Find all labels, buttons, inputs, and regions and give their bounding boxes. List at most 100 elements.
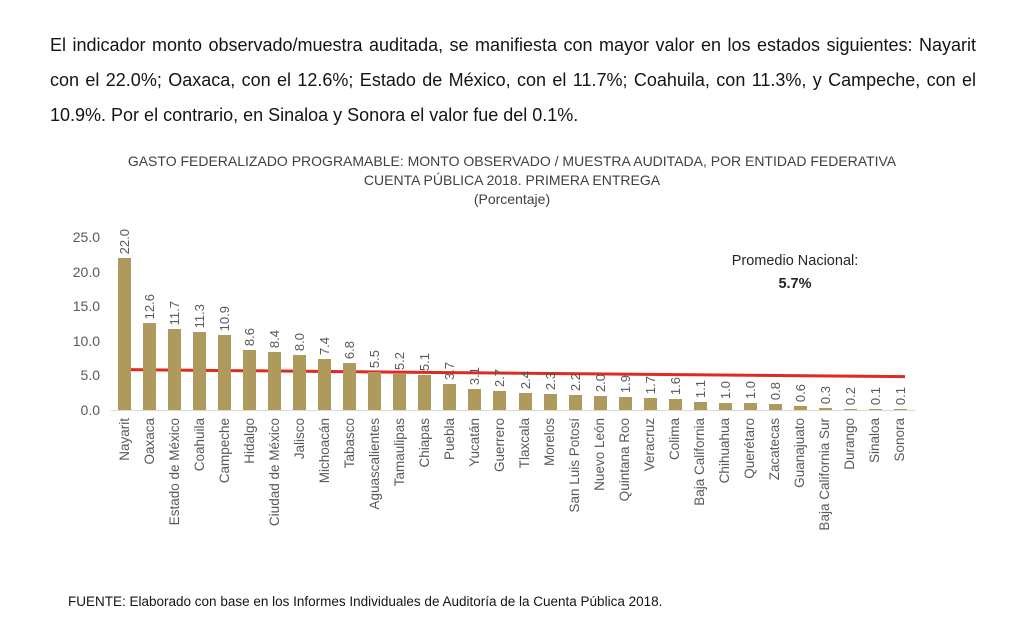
bar bbox=[668, 399, 682, 410]
bar bbox=[518, 393, 532, 410]
x-axis-label: Tabasco bbox=[341, 418, 357, 469]
bar-value-label: 12.6 bbox=[142, 293, 158, 319]
bar-value-label: 3.1 bbox=[467, 366, 483, 385]
intro-paragraph: El indicador monto observado/muestra aud… bbox=[50, 35, 976, 125]
bar-value-label: 10.9 bbox=[217, 305, 233, 331]
bar-value-label: 2.0 bbox=[592, 373, 608, 392]
x-axis-label: Hidalgo bbox=[241, 418, 257, 464]
chart-title-block: GASTO FEDERALIZADO PROGRAMABLE: MONTO OB… bbox=[0, 152, 1024, 209]
y-tick-label: 25.0 bbox=[72, 229, 100, 245]
national-average-annotation: Promedio Nacional: 5.7% bbox=[688, 250, 902, 296]
bar bbox=[643, 398, 657, 410]
bar-value-label: 5.5 bbox=[367, 349, 383, 368]
bar bbox=[468, 389, 482, 410]
bar-value-label: 0.8 bbox=[767, 381, 783, 400]
chart-unit-label: (Porcentaje) bbox=[473, 191, 551, 207]
x-axis-label: Jalisco bbox=[291, 418, 307, 460]
x-axis-label: Campeche bbox=[216, 418, 232, 484]
bar bbox=[118, 258, 132, 410]
bar-value-label: 0.6 bbox=[792, 383, 808, 402]
bar bbox=[218, 335, 232, 410]
bar bbox=[543, 394, 557, 410]
bar bbox=[368, 372, 382, 410]
bar bbox=[393, 374, 407, 410]
bar bbox=[293, 355, 307, 410]
x-axis-label: Guanajuato bbox=[792, 418, 808, 488]
bar-value-label: 2.2 bbox=[567, 372, 583, 391]
bar-value-label: 8.6 bbox=[242, 327, 258, 346]
national-average-label: Promedio Nacional: bbox=[731, 253, 859, 269]
bar bbox=[743, 403, 757, 410]
bar-value-label: 1.0 bbox=[717, 380, 733, 399]
bar-value-label: 0.2 bbox=[842, 386, 858, 405]
bar bbox=[143, 323, 157, 410]
x-axis-label: Colima bbox=[667, 418, 683, 461]
national-average-value: 5.7% bbox=[778, 276, 812, 292]
bar bbox=[593, 396, 607, 410]
x-axis-label: Chihuahua bbox=[717, 418, 733, 484]
x-axis-label: Veracruz bbox=[642, 418, 658, 472]
bar-value-label: 11.3 bbox=[192, 303, 208, 328]
bar-value-label: 2.7 bbox=[492, 368, 508, 387]
x-axis-label: Nuevo León bbox=[592, 418, 608, 491]
x-axis-label: Tamaulipas bbox=[391, 418, 407, 487]
bar-value-label: 0.3 bbox=[817, 385, 833, 404]
bar bbox=[693, 402, 707, 410]
x-axis-label: Morelos bbox=[542, 418, 558, 467]
bar bbox=[493, 391, 507, 410]
bar-value-label: 22.0 bbox=[117, 228, 133, 254]
bar bbox=[818, 408, 832, 410]
y-tick-label: 5.0 bbox=[80, 367, 100, 384]
x-axis-label: Estado de México bbox=[166, 418, 182, 526]
bar bbox=[193, 332, 207, 410]
bar bbox=[793, 406, 807, 410]
bar bbox=[168, 329, 182, 410]
bar-value-label: 0.1 bbox=[892, 386, 908, 405]
bar bbox=[343, 363, 357, 410]
bar-value-label: 1.1 bbox=[692, 379, 708, 398]
bar-value-label: 11.7 bbox=[167, 300, 183, 325]
chart-subtitle: CUENTA PÚBLICA 2018. PRIMERA ENTREGA bbox=[363, 172, 661, 188]
x-axis-label: Coahuila bbox=[191, 418, 207, 472]
y-tick-label: 20.0 bbox=[72, 263, 100, 280]
bar bbox=[618, 397, 632, 410]
plot-area: 22.0 Nayarit 12.6 Oaxaca 11.7 Estado de Méxic… bbox=[112, 228, 913, 531]
bar bbox=[443, 384, 457, 410]
bar-value-label: 5.2 bbox=[392, 351, 408, 370]
x-axis-label: San Luis Potosí bbox=[567, 418, 583, 513]
bar bbox=[843, 409, 857, 410]
bar-value-label: 1.9 bbox=[617, 374, 633, 393]
x-axis-label: Chiapas bbox=[416, 418, 432, 468]
bar-value-label: 8.4 bbox=[267, 329, 283, 348]
bar bbox=[718, 403, 732, 410]
bar-value-label: 5.1 bbox=[417, 352, 433, 371]
average-line bbox=[117, 368, 906, 379]
x-axis-label: Sonora bbox=[892, 418, 908, 462]
bar bbox=[893, 409, 907, 410]
bar-value-label: 6.8 bbox=[342, 340, 358, 359]
x-axis-line bbox=[111, 410, 915, 411]
x-axis-label: Guerrero bbox=[491, 418, 507, 473]
bar-value-label: 3.7 bbox=[442, 361, 458, 380]
bar bbox=[768, 404, 782, 410]
bar bbox=[318, 359, 332, 410]
x-axis-label: Baja California bbox=[692, 418, 708, 506]
source-note: FUENTE: Elaborado con base en los Inform… bbox=[68, 593, 663, 609]
bar bbox=[868, 409, 882, 410]
y-tick-label: 15.0 bbox=[72, 298, 100, 315]
y-tick-label: 10.0 bbox=[72, 332, 100, 349]
bar-value-label: 1.0 bbox=[742, 380, 758, 399]
bar bbox=[418, 375, 432, 410]
bar-value-label: 2.3 bbox=[542, 371, 558, 390]
x-axis-label: Quintana Roo bbox=[617, 418, 633, 502]
bar-value-label: 1.6 bbox=[667, 376, 683, 395]
x-axis-label: Zacatecas bbox=[767, 418, 783, 481]
x-axis-label: Querétaro bbox=[742, 418, 758, 479]
x-axis-label: Sinaloa bbox=[867, 418, 883, 464]
bar-value-label: 8.0 bbox=[292, 332, 308, 351]
bar-value-label: 7.4 bbox=[317, 336, 333, 355]
chart-title: GASTO FEDERALIZADO PROGRAMABLE: MONTO OB… bbox=[127, 153, 897, 169]
bar bbox=[568, 395, 582, 410]
bar-value-label: 2.4 bbox=[517, 370, 533, 389]
